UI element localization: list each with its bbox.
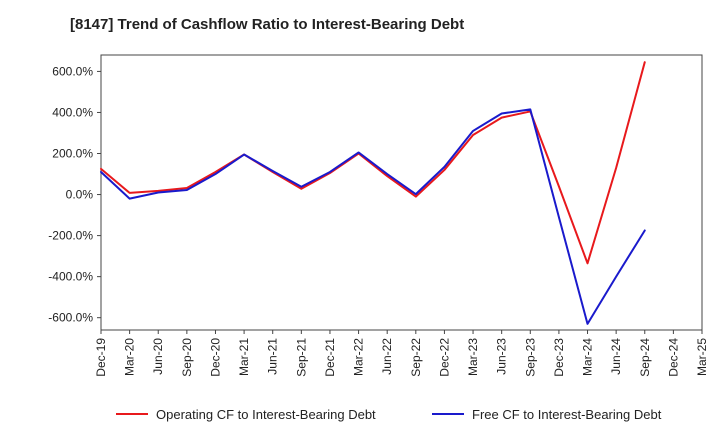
x-tick-label: Jun-23 xyxy=(495,338,509,375)
legend-item: Free CF to Interest-Bearing Debt xyxy=(432,407,662,422)
y-tick-label: 0.0% xyxy=(66,188,94,202)
x-tick-label: Dec-20 xyxy=(208,338,222,377)
legend: Operating CF to Interest-Bearing Debt Fre… xyxy=(116,407,662,422)
x-tick-label: Jun-22 xyxy=(380,338,394,375)
axes: 600.0% 400.0% 200.0% 0.0% -200.0% -400.0% -600… xyxy=(48,54,709,377)
y-tick-label: -400.0% xyxy=(48,270,93,284)
y-tick-label: 400.0% xyxy=(52,105,93,119)
x-tick-label: Mar-22 xyxy=(352,338,366,376)
y-tick-label: 600.0% xyxy=(52,64,93,78)
y-tick-label: -600.0% xyxy=(48,311,93,325)
legend-label: Free CF to Interest-Bearing Debt xyxy=(472,407,662,422)
series-1 xyxy=(100,61,646,265)
x-tick-label: Mar-23 xyxy=(466,338,480,376)
legend-item: Operating CF to Interest-Bearing Debt xyxy=(116,407,376,422)
legend-label: Operating CF to Interest-Bearing Debt xyxy=(156,407,376,422)
x-tick-label: Jun-24 xyxy=(609,338,623,375)
x-tick-label: Mar-25 xyxy=(695,338,709,376)
x-tick-label: Dec-19 xyxy=(94,338,108,377)
series-line xyxy=(100,108,646,325)
chart-title: [8147] Trend of Cashflow Ratio to Intere… xyxy=(70,16,465,33)
x-tick-label: Dec-23 xyxy=(552,338,566,377)
x-tick-label: Sep-23 xyxy=(523,338,537,377)
x-tick-label: Dec-21 xyxy=(323,338,337,377)
series xyxy=(100,61,646,325)
plot-frame xyxy=(100,54,703,331)
x-tick-label: Mar-24 xyxy=(581,338,595,376)
x-tick-label: Jun-21 xyxy=(266,338,280,375)
x-tick-label: Dec-22 xyxy=(437,338,451,377)
series-line xyxy=(100,61,646,265)
y-tick-label: -200.0% xyxy=(48,229,93,243)
x-tick-label: Jun-20 xyxy=(151,338,165,375)
x-tick-label: Sep-21 xyxy=(294,338,308,377)
x-tick-label: Dec-24 xyxy=(666,338,680,377)
x-tick-label: Sep-20 xyxy=(180,338,194,377)
x-tick-label: Sep-22 xyxy=(409,338,423,377)
x-tick-label: Sep-24 xyxy=(638,338,652,377)
y-tick-label: 200.0% xyxy=(52,147,93,161)
x-tick-label: Mar-21 xyxy=(237,338,251,376)
x-tick-label: Mar-20 xyxy=(123,338,137,376)
series-2 xyxy=(100,108,646,325)
